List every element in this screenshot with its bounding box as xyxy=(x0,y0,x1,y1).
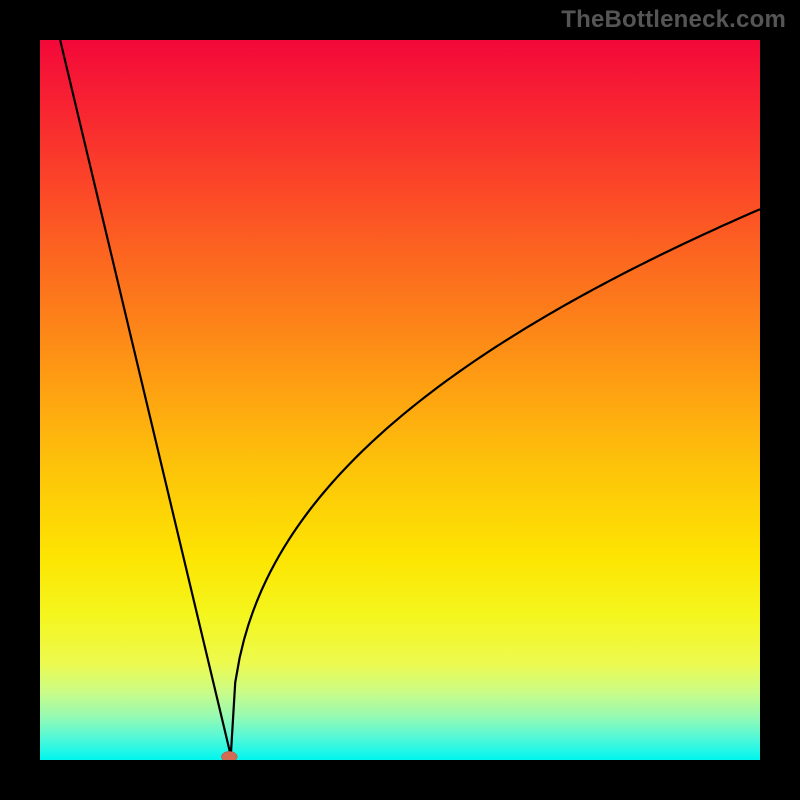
border-left xyxy=(0,0,40,800)
border-right xyxy=(760,0,800,800)
watermark-text: TheBottleneck.com xyxy=(561,6,786,34)
border-bottom xyxy=(0,760,800,800)
chart-frame: TheBottleneck.com xyxy=(0,0,800,800)
plot-area xyxy=(40,40,760,760)
bottleneck-curve xyxy=(60,40,760,756)
curve-svg xyxy=(40,40,760,760)
